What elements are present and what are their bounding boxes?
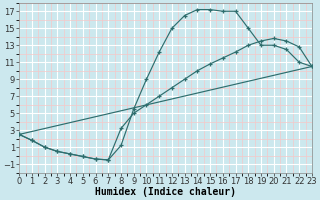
X-axis label: Humidex (Indice chaleur): Humidex (Indice chaleur)	[95, 187, 236, 197]
